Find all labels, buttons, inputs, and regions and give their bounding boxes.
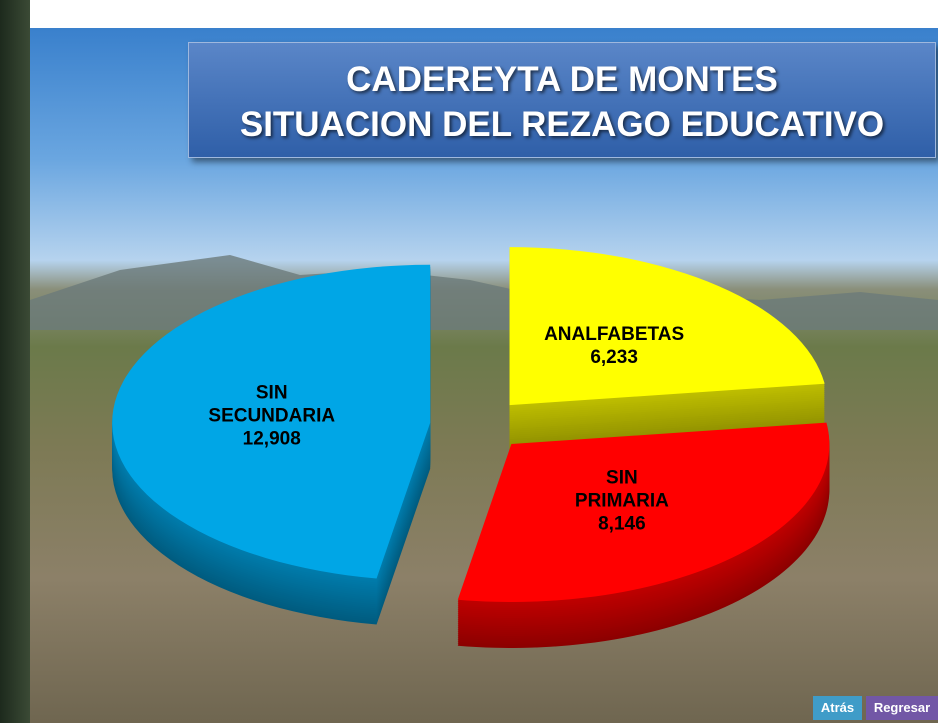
return-button[interactable]: Regresar xyxy=(866,696,938,720)
chart-title: CADEREYTA DE MONTES xyxy=(189,57,935,102)
title-box: CADEREYTA DE MONTES SITUACION DEL REZAGO… xyxy=(188,42,936,158)
slice-category: SIN PRIMARIA xyxy=(575,466,669,512)
slide: CADEREYTA DE MONTES SITUACION DEL REZAGO… xyxy=(0,0,938,723)
slice-category: ANALFABETAS xyxy=(544,323,684,346)
slice-value: 6,233 xyxy=(544,346,684,369)
slice-value: 8,146 xyxy=(575,512,669,535)
hills xyxy=(30,255,938,330)
slice-category: SIN SECUNDARIA xyxy=(208,382,335,428)
chart-subtitle: SITUACION DEL REZAGO EDUCATIVO xyxy=(189,102,935,147)
slice-value: 12,908 xyxy=(208,428,335,451)
back-button[interactable]: Atrás xyxy=(813,696,862,720)
